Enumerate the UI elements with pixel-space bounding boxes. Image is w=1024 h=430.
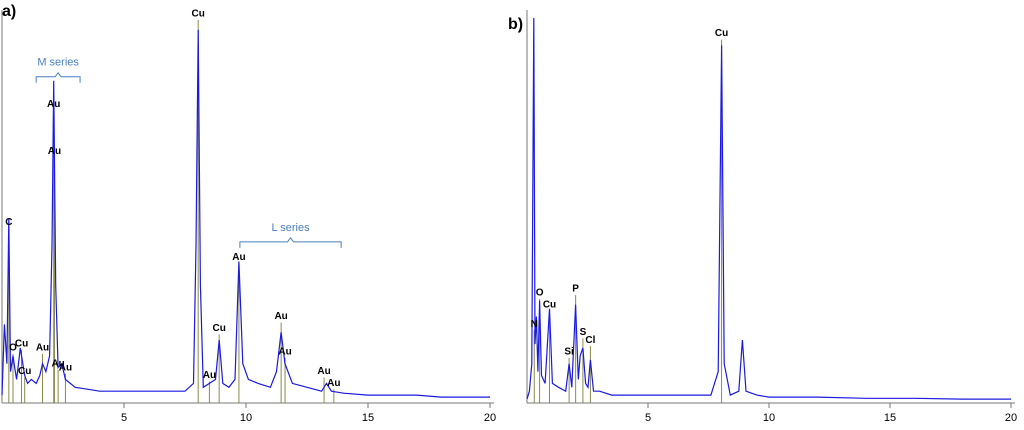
x-tick-label: 15: [884, 412, 896, 424]
bracket: [239, 237, 342, 248]
element-label: O: [536, 288, 544, 299]
bracket-label: L series: [271, 222, 310, 234]
x-tick-label: 5: [121, 412, 127, 424]
element-label: Au: [47, 99, 60, 110]
element-label: C: [5, 217, 12, 228]
element-label: Au: [48, 146, 61, 157]
element-label: Au: [232, 252, 245, 263]
element-label: Cu: [715, 28, 728, 39]
element-label: Cu: [15, 339, 28, 350]
spectrum: [1, 29, 490, 398]
x-tick-label: 10: [240, 412, 252, 424]
x-tick-label: 20: [484, 412, 496, 424]
bracket: [35, 71, 81, 83]
element-label: P: [572, 284, 579, 295]
element-label: Cu: [543, 299, 556, 310]
panel-label: a): [2, 3, 16, 20]
spectrum: [526, 17, 1011, 400]
element-label: O: [9, 343, 17, 354]
element-label: Cl: [585, 335, 595, 346]
element-label: Au: [278, 347, 291, 358]
x-tick-label: 20: [1005, 412, 1017, 424]
element-label: Au: [327, 378, 340, 389]
element-label: Au: [59, 362, 72, 373]
element-label: Au: [203, 370, 216, 381]
bracket-label: M series: [37, 57, 79, 69]
element-label: Cu: [18, 366, 31, 377]
element-label: Cu: [212, 323, 225, 334]
x-tick-label: 15: [362, 412, 374, 424]
element-label: Cu: [192, 9, 205, 20]
x-tick-label: 10: [763, 412, 775, 424]
element-label: Si: [564, 347, 574, 358]
element-label: Au: [317, 366, 330, 377]
element-label: Au: [274, 311, 287, 322]
x-tick-label: 5: [645, 412, 651, 424]
panel-label: b): [508, 16, 523, 33]
element-label: N: [531, 319, 538, 330]
element-label: S: [580, 327, 587, 338]
element-label: Au: [51, 358, 64, 369]
element-label: Au: [36, 343, 49, 354]
